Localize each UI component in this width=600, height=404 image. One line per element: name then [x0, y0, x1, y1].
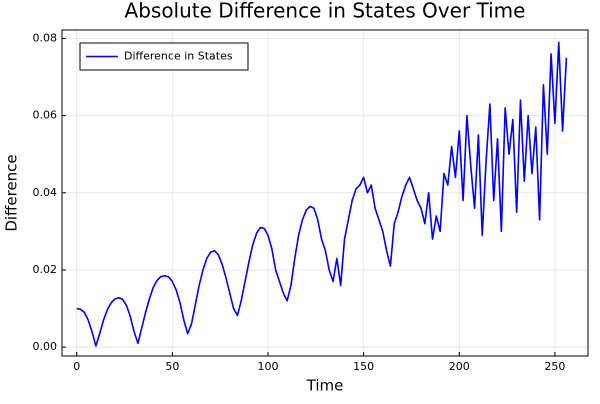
chart-title: Absolute Difference in States Over Time	[125, 0, 526, 23]
plot-frame	[61, 29, 589, 357]
x-tick-label: 250	[544, 360, 565, 373]
y-axis-label: Difference	[3, 154, 21, 231]
y-tick-label: 0.04	[33, 186, 58, 199]
legend-label: Difference in States	[124, 50, 233, 63]
y-tick-label: 0.08	[33, 31, 58, 44]
x-axis-label: Time	[306, 377, 344, 395]
x-tick-label: 100	[258, 360, 279, 373]
x-tick-label: 150	[353, 360, 374, 373]
x-tick-label: 0	[73, 360, 80, 373]
data-line	[76, 41, 568, 347]
x-tick-label: 50	[165, 360, 179, 373]
y-tick-label: 0.02	[33, 263, 58, 276]
y-tick-label: 0.00	[33, 340, 58, 353]
y-tick-label: 0.06	[33, 109, 58, 122]
x-tick-label: 200	[449, 360, 470, 373]
